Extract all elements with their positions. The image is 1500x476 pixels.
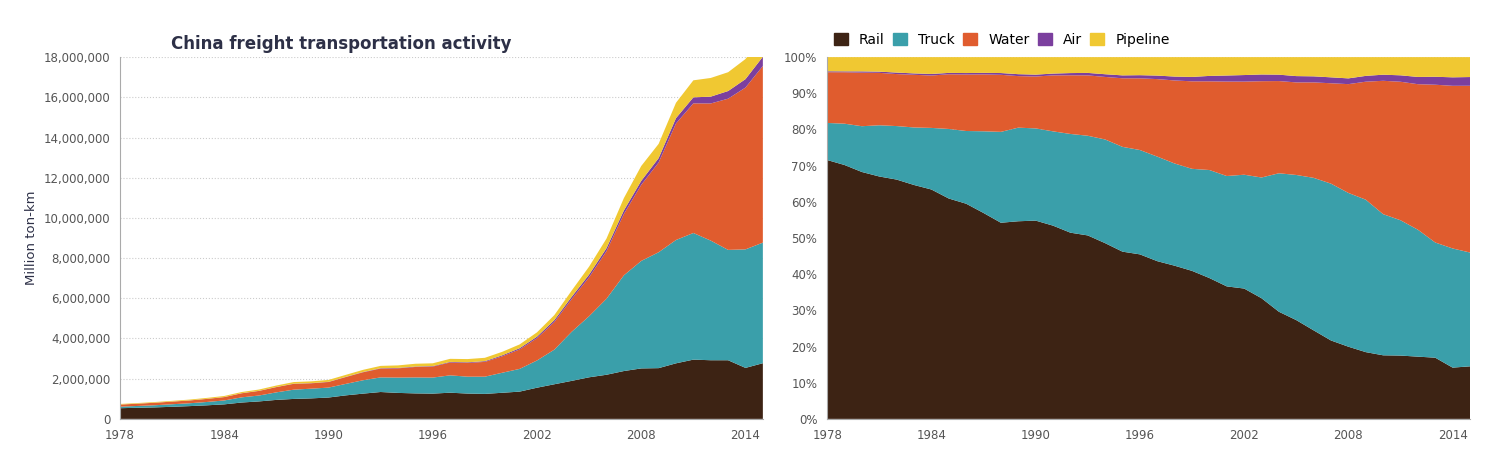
Text: China freight transportation activity: China freight transportation activity [171, 35, 512, 53]
Legend: Rail, Truck, Water, Air, Pipeline: Rail, Truck, Water, Air, Pipeline [834, 32, 1170, 47]
Y-axis label: Million ton-km: Million ton-km [26, 191, 38, 285]
